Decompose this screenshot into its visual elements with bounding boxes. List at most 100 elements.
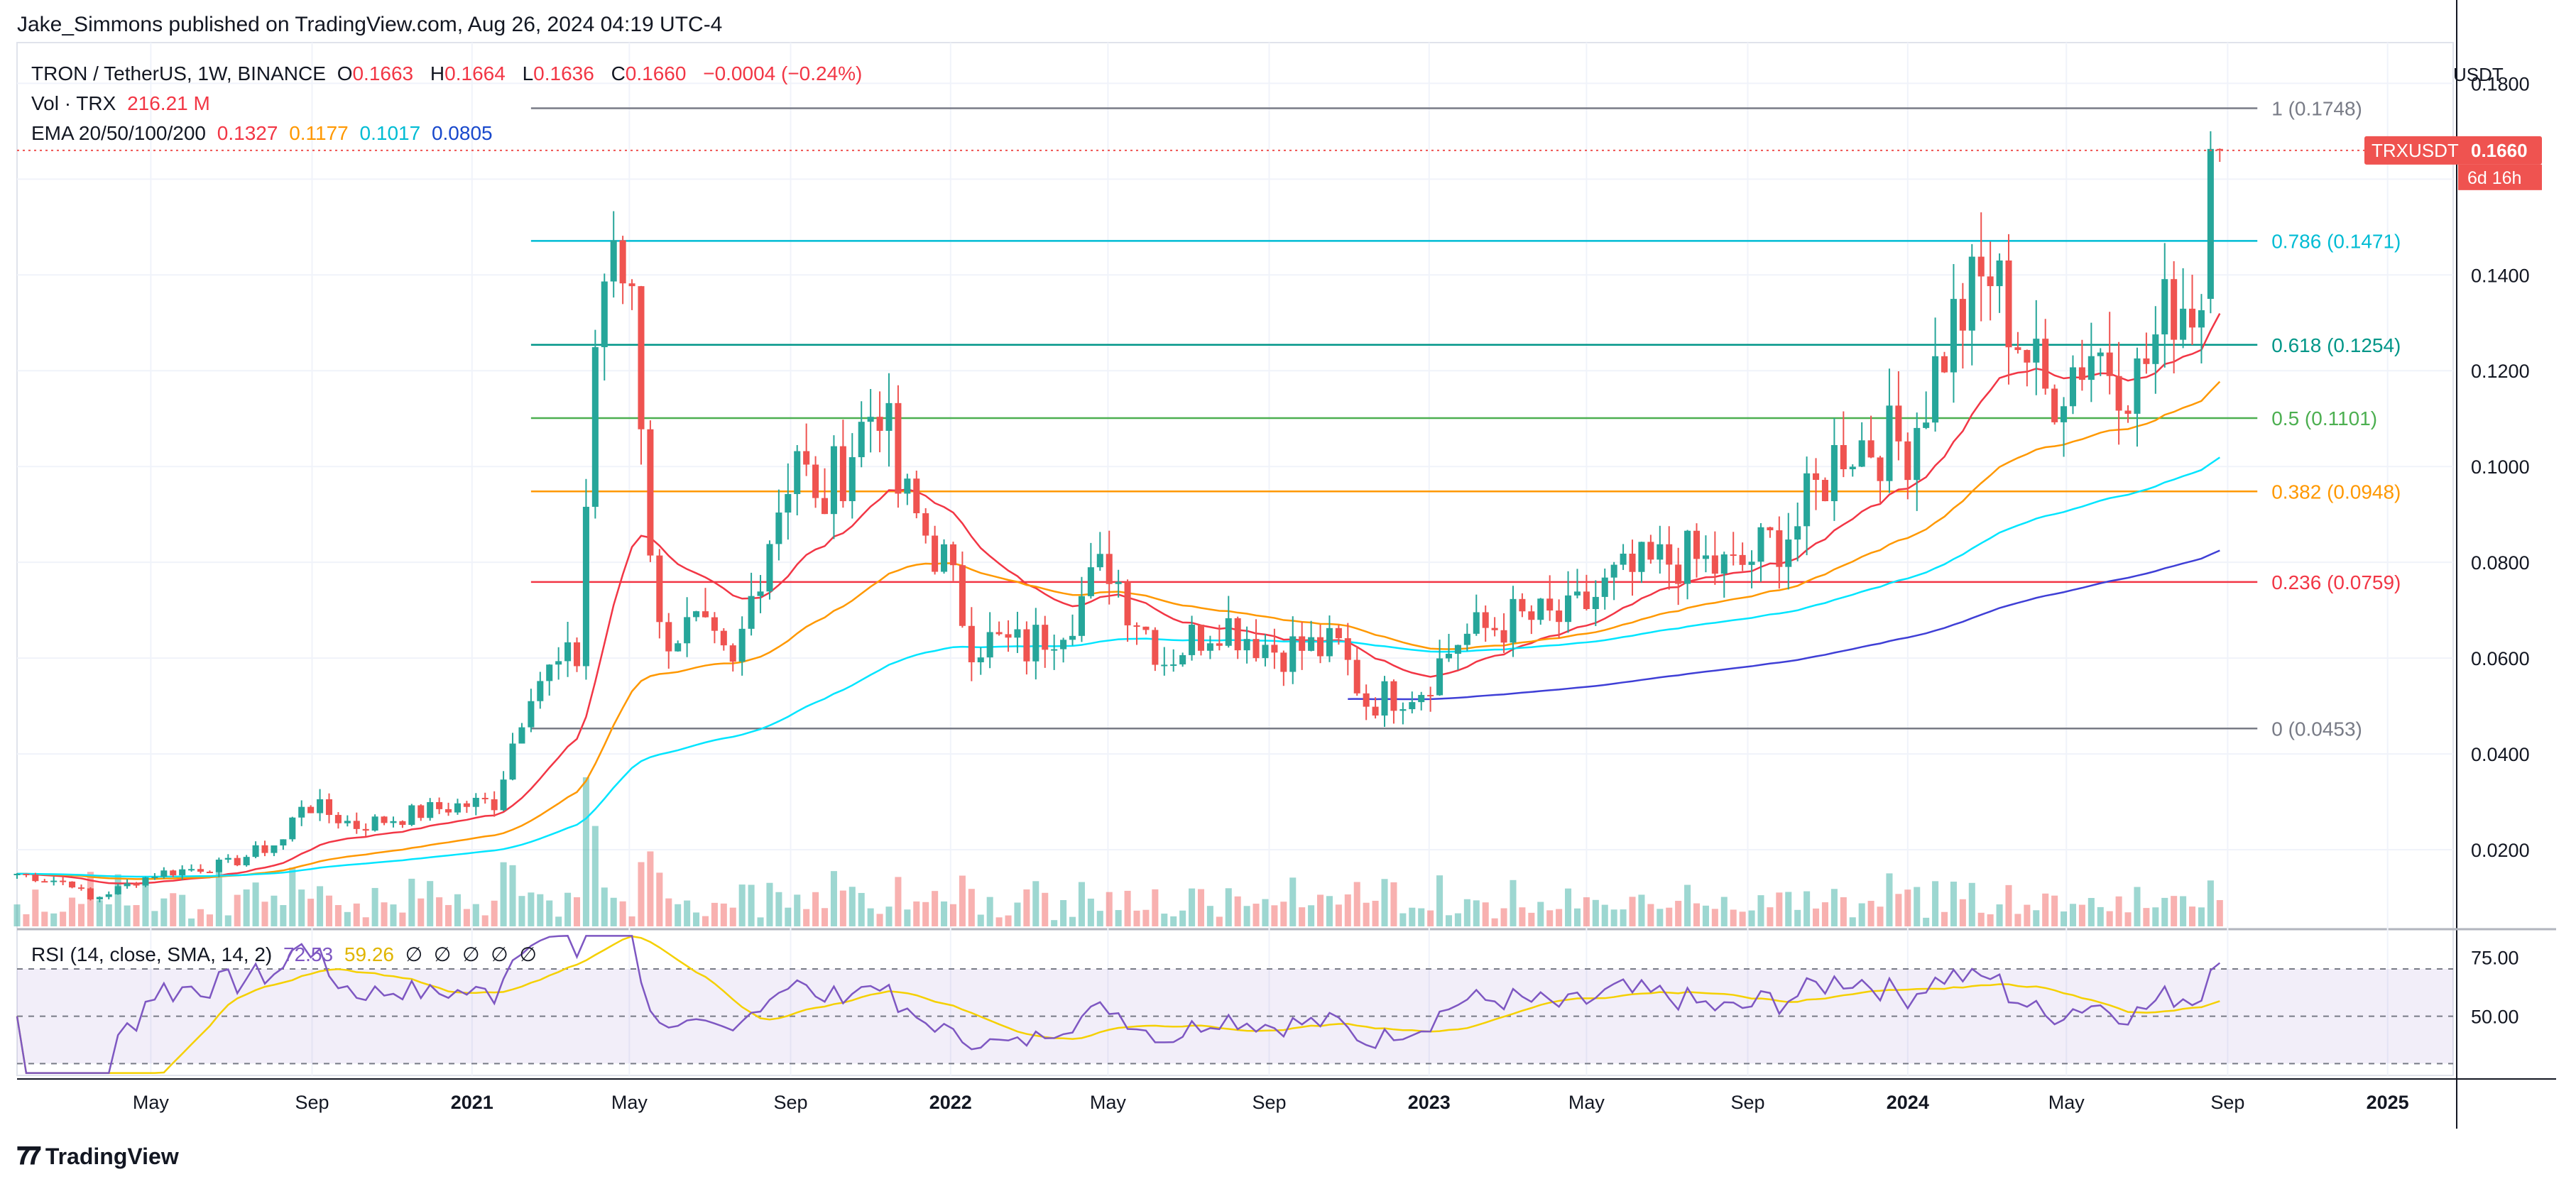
volume-bar: [1317, 894, 1324, 926]
volume-bar: [757, 917, 764, 926]
volume-bar: [1959, 899, 1966, 926]
volume-bar: [858, 892, 865, 926]
candle-body: [1234, 618, 1241, 651]
candle-body: [1720, 554, 1728, 574]
volume-bar: [1546, 910, 1554, 926]
volume-bar: [1243, 906, 1250, 926]
volume-bar: [1087, 898, 1094, 926]
candle-body: [390, 821, 397, 823]
candle-body: [647, 429, 654, 556]
candle-body: [1152, 630, 1159, 665]
candle-body: [1335, 628, 1342, 639]
candle-body: [2124, 410, 2132, 414]
candle-body: [830, 446, 837, 515]
volume-bar: [509, 865, 516, 926]
candle-body: [1730, 554, 1737, 557]
volume-bar: [729, 907, 736, 926]
volume-bar: [1189, 888, 1196, 926]
candle-body: [2024, 350, 2031, 363]
volume-bar: [591, 826, 599, 926]
candle-body: [2069, 367, 2077, 407]
volume-bar: [1629, 897, 1636, 926]
volume-bar: [1308, 905, 1315, 926]
volume-bar: [1537, 902, 1544, 926]
volume-bar: [1987, 914, 1994, 926]
candle-body: [1803, 473, 1811, 527]
volume-bar: [2069, 904, 2077, 926]
tradingview-logo[interactable]: 𝟕𝟕 TradingView: [17, 1143, 179, 1171]
candle-body: [2207, 148, 2214, 300]
volume-bar: [684, 900, 691, 926]
candle-body: [307, 806, 315, 813]
volume-bar: [904, 909, 911, 926]
volume-bar: [1381, 879, 1388, 926]
volume-bar: [261, 902, 268, 926]
volume-bar: [995, 917, 1003, 926]
candle-body: [959, 565, 966, 626]
volume-bar: [1821, 902, 1828, 926]
candle-body: [317, 799, 324, 813]
candle-body: [87, 888, 94, 899]
candle-body: [885, 402, 893, 431]
candle-body: [261, 845, 268, 853]
candle-body: [142, 877, 149, 886]
volume-bar: [170, 893, 177, 926]
candle-body: [794, 451, 801, 494]
volume-bar: [1923, 917, 1930, 926]
rsi-tick-label: 75.00: [2471, 947, 2519, 968]
volume-bar: [2134, 887, 2141, 926]
candle-body: [408, 805, 415, 826]
volume-bar: [381, 902, 388, 926]
candle-body: [1647, 542, 1654, 560]
volume-bar: [160, 898, 168, 926]
symbol-legend: TRON / TetherUS, 1W, BINANCE O0.1663 H0.…: [31, 62, 868, 85]
volume-bar: [1216, 916, 1223, 926]
candle-body: [96, 897, 103, 899]
candle-body: [362, 828, 369, 831]
volume-bar: [1610, 909, 1617, 926]
candle-body: [1445, 654, 1453, 659]
volume-bar: [1941, 911, 1948, 926]
price-tick-label: 0.0200: [2471, 840, 2530, 861]
tradingview-brand: TradingView: [45, 1144, 179, 1169]
candle-body: [968, 625, 975, 662]
volume-bar: [1179, 910, 1186, 926]
candle-body: [1280, 652, 1287, 672]
volume-bar: [77, 904, 85, 926]
volume-bar: [298, 889, 305, 926]
candle-body: [1767, 527, 1774, 531]
volume-bar: [1519, 907, 1526, 926]
volume-bar: [1454, 913, 1461, 926]
high-value: 0.1664: [444, 62, 506, 84]
volume-bar: [1299, 907, 1306, 926]
volume-bar: [1418, 908, 1425, 926]
candle-body: [1372, 706, 1379, 716]
candle-body: [1078, 596, 1085, 636]
candle-body: [785, 493, 792, 513]
candle-body: [170, 870, 177, 876]
volume-bar: [1390, 882, 1397, 926]
candle-body: [2061, 406, 2068, 422]
candle-body: [1500, 630, 1507, 643]
volume-bar: [564, 892, 572, 926]
volume-bar: [1096, 911, 1103, 926]
candle-body: [1252, 639, 1260, 659]
candle-body: [509, 743, 516, 780]
volume-bar: [2198, 907, 2205, 926]
candle-body: [1491, 628, 1498, 630]
volume-bar: [1051, 920, 1058, 926]
volume-bar: [1914, 887, 1921, 926]
candle-body: [821, 498, 829, 515]
time-tick-label: Sep: [773, 1092, 807, 1113]
volume-bar: [1794, 909, 1801, 926]
volume-bar: [1867, 901, 1874, 926]
volume-bar: [142, 878, 149, 926]
candle-body: [2106, 352, 2113, 376]
candle-body: [50, 880, 58, 882]
candle-body: [1592, 596, 1599, 610]
candle-body: [1666, 544, 1673, 565]
price-tick-label: 0.1200: [2471, 361, 2530, 382]
candle-body: [1124, 581, 1131, 625]
candle-body: [693, 611, 700, 618]
